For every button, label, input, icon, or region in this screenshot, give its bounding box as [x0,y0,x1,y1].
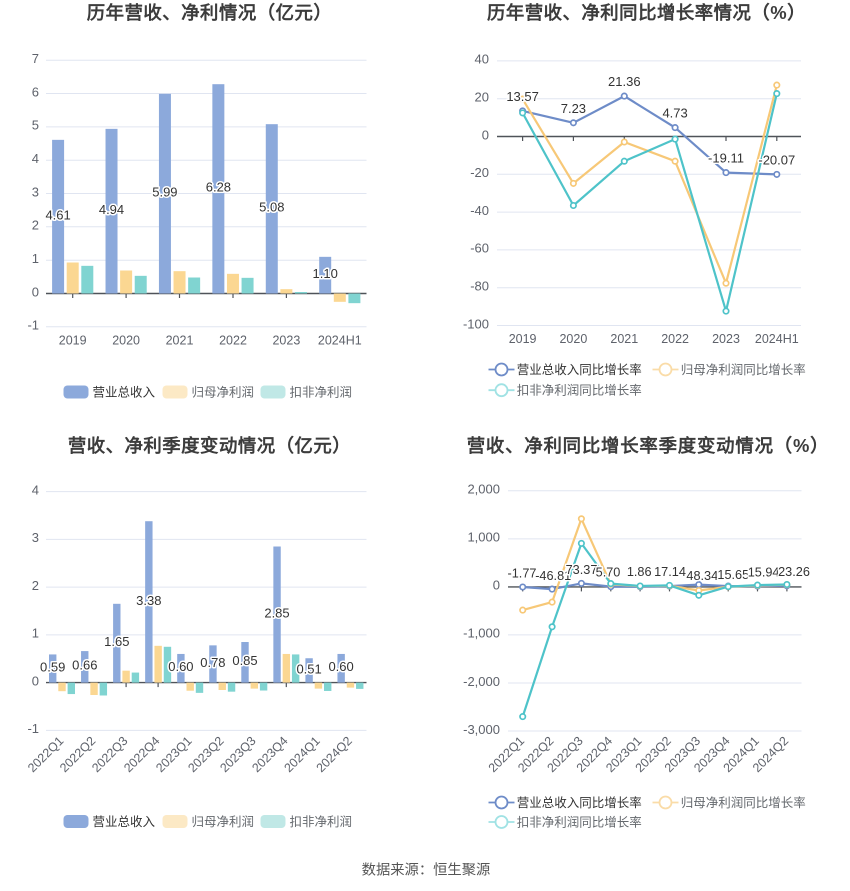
svg-text:扣非净利润: 扣非净利润 [290,385,353,399]
svg-text:历年营收、净利情况（亿元）: 历年营收、净利情况（亿元） [87,2,333,23]
svg-text:3: 3 [32,530,39,545]
svg-text:2,000: 2,000 [467,482,500,497]
svg-text:1.86: 1.86 [627,565,652,579]
svg-text:2023: 2023 [272,334,300,348]
svg-text:营业总收入同比增长率: 营业总收入同比增长率 [517,362,642,377]
svg-text:23.26: 23.26 [778,565,810,579]
svg-text:-40: -40 [470,203,489,218]
svg-text:48.34: 48.34 [686,569,718,583]
svg-text:数据来源：恒生聚源: 数据来源：恒生聚源 [362,861,491,878]
svg-text:5: 5 [32,118,39,133]
svg-text:2024H1: 2024H1 [318,334,362,348]
svg-text:2.85: 2.85 [264,606,289,621]
svg-text:15.94: 15.94 [748,566,780,580]
svg-text:0.85: 0.85 [232,653,257,668]
svg-text:4: 4 [32,482,39,497]
svg-text:0.60: 0.60 [168,659,193,674]
svg-text:1: 1 [32,251,39,266]
svg-text:17.14: 17.14 [654,565,686,579]
svg-text:-80: -80 [470,279,489,294]
svg-text:-60: -60 [470,241,489,256]
svg-text:0: 0 [482,127,489,142]
svg-text:扣非净利润同比增长率: 扣非净利润同比增长率 [517,814,642,829]
svg-text:归母净利润: 归母净利润 [192,385,255,399]
svg-text:13.57: 13.57 [506,89,539,104]
svg-text:4.73: 4.73 [662,106,687,121]
svg-text:4.61: 4.61 [45,208,70,223]
svg-text:4.94: 4.94 [99,202,124,217]
svg-text:5.08: 5.08 [259,200,284,215]
svg-text:0.60: 0.60 [328,659,353,674]
svg-text:营业总收入: 营业总收入 [93,815,156,829]
svg-text:6: 6 [32,84,39,99]
svg-text:1,000: 1,000 [467,530,500,545]
svg-text:营业总收入同比增长率: 营业总收入同比增长率 [517,795,642,810]
svg-text:-46.81: -46.81 [535,569,571,583]
svg-text:2020: 2020 [112,334,140,348]
svg-text:2022: 2022 [219,334,247,348]
svg-text:5.99: 5.99 [152,185,177,200]
svg-text:3: 3 [32,184,39,199]
svg-text:-1: -1 [27,721,39,736]
svg-text:0: 0 [32,284,39,299]
svg-text:营收、净利季度变动情况（亿元）: 营收、净利季度变动情况（亿元） [68,435,351,456]
svg-text:2022: 2022 [661,332,689,346]
svg-text:5.70: 5.70 [596,566,621,580]
svg-text:扣非净利润同比增长率: 扣非净利润同比增长率 [517,383,642,398]
svg-text:-20: -20 [470,165,489,180]
svg-text:归母净利润同比增长率: 归母净利润同比增长率 [681,795,806,810]
svg-text:-1: -1 [27,318,39,333]
svg-text:-20.07: -20.07 [758,153,795,168]
svg-text:3.38: 3.38 [136,593,161,608]
svg-text:历年营收、净利同比增长率情况（%）: 历年营收、净利同比增长率情况（%） [487,2,806,23]
svg-text:6.28: 6.28 [206,180,231,195]
svg-text:归母净利润同比增长率: 归母净利润同比增长率 [681,362,806,377]
svg-text:2020: 2020 [559,332,587,346]
svg-text:0: 0 [32,673,39,688]
svg-text:7: 7 [32,51,39,66]
svg-text:扣非净利润: 扣非净利润 [290,815,353,829]
svg-text:-2,000: -2,000 [463,674,500,689]
svg-text:7.23: 7.23 [561,101,586,116]
svg-text:-1.77: -1.77 [508,567,537,581]
svg-text:1.65: 1.65 [104,634,129,649]
svg-text:0.59: 0.59 [40,659,65,674]
svg-text:15.65: 15.65 [717,568,749,582]
svg-text:0.78: 0.78 [200,655,225,670]
svg-text:40: 40 [475,52,489,67]
svg-text:4: 4 [32,151,39,166]
svg-text:2021: 2021 [166,334,194,348]
svg-text:0: 0 [493,578,500,593]
svg-text:-19.11: -19.11 [708,151,744,166]
svg-text:2: 2 [32,218,39,233]
svg-text:21.36: 21.36 [608,74,641,89]
svg-text:2: 2 [32,578,39,593]
svg-text:-1,000: -1,000 [463,626,500,641]
svg-text:2024H1: 2024H1 [755,332,799,346]
svg-text:2019: 2019 [509,332,537,346]
svg-text:1: 1 [32,626,39,641]
svg-text:营业总收入: 营业总收入 [93,385,156,399]
svg-text:0.66: 0.66 [72,658,97,673]
svg-text:归母净利润: 归母净利润 [192,815,255,829]
svg-text:营收、净利同比增长率季度变动情况（%）: 营收、净利同比增长率季度变动情况（%） [467,435,830,456]
svg-text:-100: -100 [463,316,489,331]
svg-text:0.51: 0.51 [296,661,321,676]
svg-text:1.10: 1.10 [313,266,338,281]
svg-text:-3,000: -3,000 [463,722,500,737]
svg-text:2021: 2021 [610,332,638,346]
svg-text:20: 20 [475,90,489,105]
svg-text:2019: 2019 [59,334,87,348]
svg-text:2023: 2023 [712,332,740,346]
svg-text:73.37: 73.37 [566,563,598,577]
